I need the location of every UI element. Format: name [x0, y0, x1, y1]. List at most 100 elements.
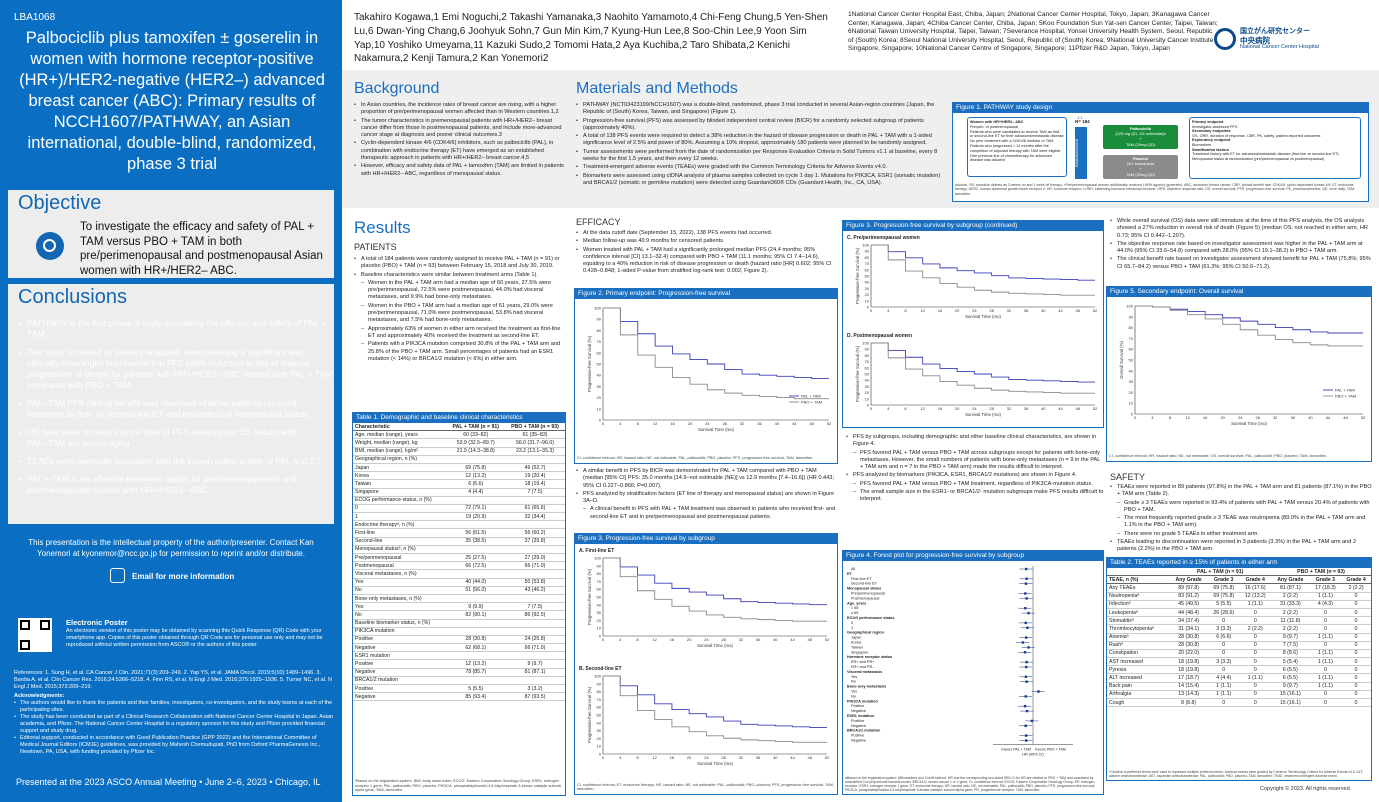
- forest-point: [1025, 577, 1028, 580]
- table-cell: 0: [1309, 665, 1342, 675]
- table-header-cell: Characteristic: [353, 423, 447, 432]
- table-cell: 7 (7.5): [504, 602, 565, 612]
- table-cell: Yes: [353, 602, 447, 612]
- email-icon[interactable]: [110, 568, 125, 583]
- table-row: ECOG performance-status, n (%): [353, 496, 565, 505]
- list-item: OS data were immature at the time of PFS…: [18, 427, 334, 449]
- table-cell: 31 (33.3): [1271, 600, 1310, 609]
- table-cell: [446, 520, 505, 530]
- forest-label: ECOG performance status: [847, 616, 894, 620]
- table-cell: Baseline biomarker status, n (%): [353, 619, 447, 628]
- table-cell: [504, 520, 565, 530]
- table-row: Negative 78 (85.7) 81 (87.1): [353, 668, 565, 677]
- table-header-cell: PBO + TAM (n = 93): [504, 423, 565, 432]
- list-item: While overall survival (OS) data were st…: [1110, 218, 1372, 240]
- table-cell: Yes: [353, 578, 447, 587]
- table-cell: Rashᵃ: [1107, 641, 1170, 650]
- y-tick-label: 20: [865, 390, 870, 395]
- table-row: Menopausal statusᵃ, n (%): [353, 545, 565, 555]
- table-row: Singapore 4 (4.4) 7 (7.5): [353, 488, 565, 497]
- x-tick-label: 40: [773, 755, 778, 760]
- table-cell: 0: [1309, 608, 1342, 618]
- email-link[interactable]: Email for more information: [132, 572, 235, 581]
- forest-label: No: [851, 680, 856, 684]
- table-cell: 0: [1341, 592, 1371, 601]
- table-row: Neutropeniaᵃ 83 (91.2) 69 (75.8) 12 (13.2) 2…: [1107, 592, 1371, 601]
- table-cell: Positive: [353, 635, 447, 645]
- y-tick-label: 70: [597, 697, 602, 702]
- y-tick-label: 40: [597, 373, 602, 378]
- x-tick-label: 24: [705, 421, 710, 426]
- figure3-title: Figure 3. Progression-free survival by s…: [575, 534, 837, 544]
- y-tick-label: 100: [594, 556, 601, 561]
- table-cell: 35 (38.5): [446, 537, 505, 546]
- x-tick-label: 8: [637, 421, 640, 426]
- y-tick-label: 40: [865, 378, 870, 383]
- table2-footnote: ᵃClusters of preferred terms were used t…: [1109, 770, 1364, 778]
- x-tick-label: 20: [955, 308, 960, 313]
- arm-text: Placebo: [1132, 156, 1149, 161]
- safety-heading: SAFETY: [1110, 472, 1146, 482]
- forest-x-label: HR (95% CI): [1022, 752, 1044, 756]
- forest-label: < 65: [851, 606, 859, 610]
- forest-label: Postmenopausal: [851, 596, 879, 600]
- table-cell: 2 (2.2): [1271, 608, 1310, 618]
- table-cell: 56 (61.5): [446, 528, 505, 538]
- qr-code-icon[interactable]: [18, 618, 52, 652]
- table-cell: 81 (87.1): [1271, 583, 1310, 593]
- x-tick-label: 32: [1273, 415, 1278, 420]
- table-row: Yes 9 (9.9) 7 (7.5): [353, 602, 565, 612]
- table-cell: 0: [1239, 608, 1272, 618]
- y-tick-label: 30: [597, 728, 602, 733]
- references: References: 1. Sung H, et al. CA Cancer …: [14, 670, 332, 690]
- forest-point: [1024, 567, 1028, 571]
- table-row: Age, median (range), years 60 (33–82) 61 (…: [353, 430, 565, 440]
- table-cell: 0: [1207, 649, 1240, 659]
- table-cell: ESR1 mutation: [353, 651, 447, 661]
- list-item: Cyclin-dependent kinase 4/6 (CDK4/6) inh…: [354, 140, 566, 162]
- y-tick-label: 0: [599, 418, 602, 423]
- forest-point: [1024, 582, 1028, 585]
- list-item: Grade ≥ 3 TEAEs were reported in 93.4% o…: [1110, 500, 1372, 515]
- forest-label: ER+ and PR–: [851, 665, 875, 669]
- table-cell: PIK3CA mutation: [353, 627, 447, 636]
- x-tick-label: 40: [775, 421, 780, 426]
- table-cell: 20 (22.0): [1169, 649, 1208, 659]
- forest-label: No: [851, 694, 856, 698]
- table-row: Visceral metastases, n (%): [353, 569, 565, 579]
- y-tick-label: 0: [599, 752, 602, 757]
- patients-list: A total of 184 patients were randomly as…: [354, 256, 566, 364]
- table-cell: Neutropeniaᵃ: [1107, 592, 1170, 601]
- y-tick-label: 40: [865, 280, 870, 285]
- y-tick-label: 40: [597, 720, 602, 725]
- endpoint-text: Investigator-assessed PFS: [1192, 124, 1238, 129]
- list-item: Patients with a PIK3CA mutation comprise…: [354, 341, 566, 363]
- table-cell: Singapore: [353, 488, 447, 497]
- forest-point: [1037, 690, 1040, 693]
- table-cell: 14 (15.4): [1169, 682, 1208, 691]
- table-cell: [446, 627, 505, 636]
- table-header-cell: Grade 4: [1239, 575, 1272, 585]
- table-cell: 18 (19.4): [504, 479, 565, 489]
- x-tick-label: 48: [1076, 406, 1081, 411]
- x-tick-label: 4: [619, 421, 622, 426]
- table-cell: [504, 619, 565, 628]
- table-cell: 1: [353, 512, 447, 522]
- table-cell: [446, 676, 505, 686]
- forest-label: Yes: [851, 675, 857, 679]
- table-row: Taiwan 6 (6.6) 18 (19.4): [353, 479, 565, 489]
- table-cell: 12 (13.2): [446, 659, 505, 669]
- authors: Takahiro Kogawa,1 Emi Noguchi,2 Takashi …: [354, 12, 828, 65]
- table-cell: 23.2 (13.1–35.3): [504, 447, 565, 456]
- table-cell: 1 (1.1): [1309, 649, 1342, 659]
- list-item: A total of 138 PFS events were required …: [576, 133, 944, 148]
- table-cell: 1 (1.1): [1207, 682, 1240, 691]
- list-item: The most frequently reported grade ≥ 3 T…: [1110, 515, 1372, 530]
- km-curve-pbo-tam: [603, 675, 827, 743]
- table-cell: 37 (39.8): [504, 537, 565, 546]
- x-tick-label: 36: [1291, 415, 1296, 420]
- km-curve-pbo-tam: [603, 307, 829, 400]
- x-tick-label: 20: [1220, 415, 1225, 420]
- x-tick-label: 24: [972, 308, 977, 313]
- table-header-cell: TEAE, n (%): [1107, 575, 1170, 585]
